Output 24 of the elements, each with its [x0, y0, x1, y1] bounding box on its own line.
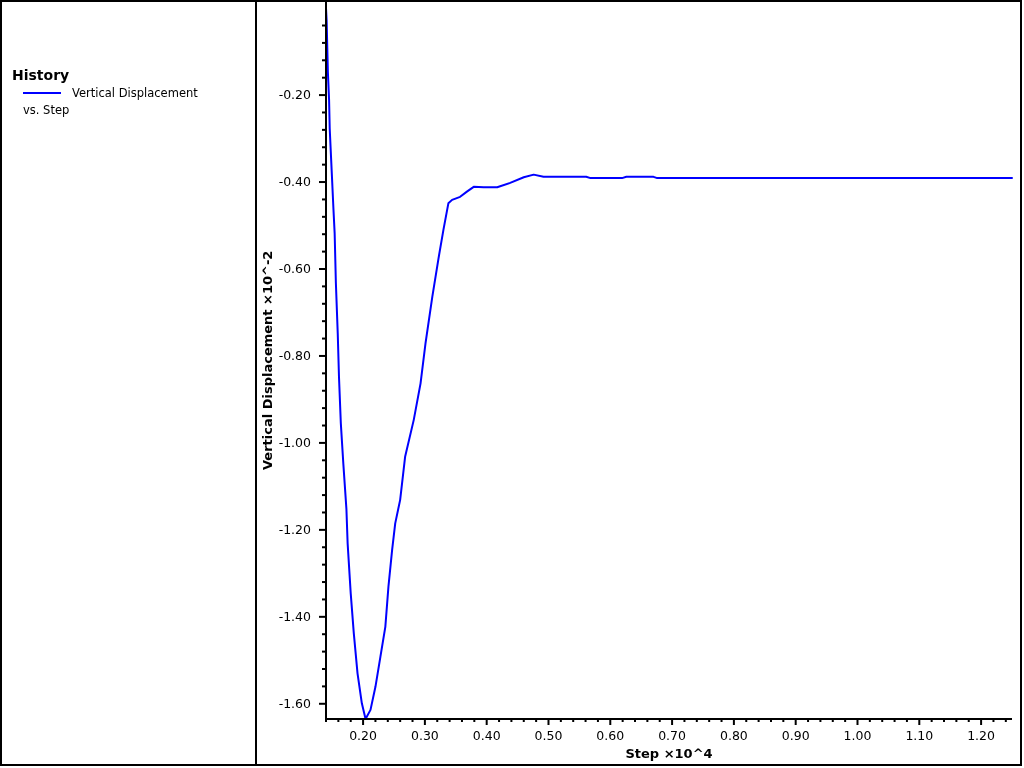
- x-tick-label: 0.40: [472, 728, 501, 744]
- y-tick-label: -1.40: [278, 609, 312, 625]
- x-axis-title: Step ×10^4: [625, 746, 713, 761]
- x-tick-label: 1.20: [967, 728, 996, 744]
- x-tick-label: 0.20: [349, 728, 378, 744]
- x-tick-label: 0.60: [596, 728, 625, 744]
- y-tick-label: -0.80: [278, 348, 312, 364]
- y-tick-label: -0.60: [278, 261, 312, 277]
- y-tick-label: -1.60: [278, 696, 312, 712]
- y-tick-label: -1.20: [278, 522, 312, 538]
- y-tick-label: -0.20: [278, 87, 312, 103]
- y-axis-title: Vertical Displacement ×10^-2: [260, 250, 275, 471]
- text: vs. Step: [23, 103, 70, 118]
- x-tick-label: 0.50: [534, 728, 563, 744]
- x-tick-label: 0.80: [719, 728, 748, 744]
- x-tick-label: 0.30: [410, 728, 439, 744]
- legend-label: Vertical Displacement: [72, 86, 199, 101]
- x-tick-label: 1.00: [843, 728, 872, 744]
- y-tick-label: -0.40: [278, 174, 312, 190]
- y-tick-label: -1.00: [278, 435, 312, 451]
- x-tick-label: 0.70: [658, 728, 687, 744]
- x-tick-label: 0.90: [781, 728, 810, 744]
- x-tick-label: 1.10: [905, 728, 934, 744]
- legend-title: History: [12, 67, 70, 83]
